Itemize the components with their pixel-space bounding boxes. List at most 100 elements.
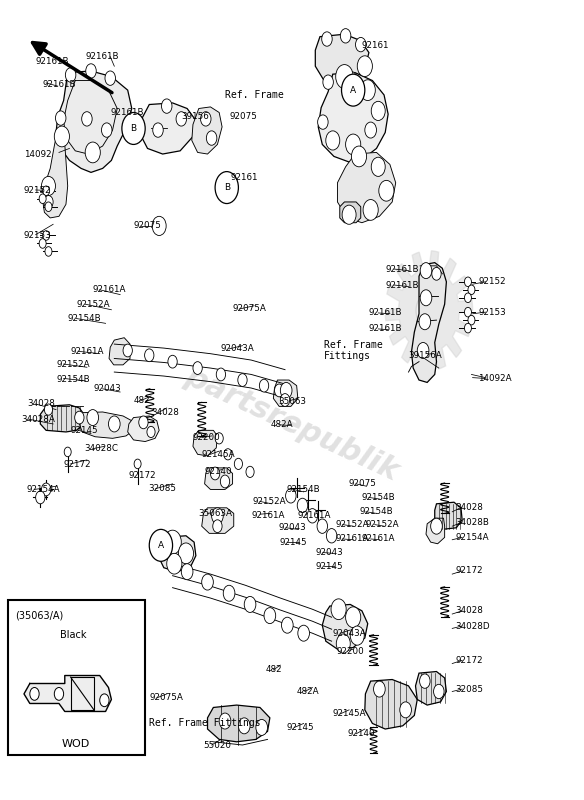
Text: 34028C: 34028C: [84, 444, 118, 454]
Text: 92172: 92172: [129, 471, 157, 480]
Circle shape: [45, 202, 52, 211]
Text: 92154B: 92154B: [286, 485, 320, 494]
Text: 92152: 92152: [24, 186, 51, 195]
Polygon shape: [192, 107, 222, 154]
Text: 92145A: 92145A: [333, 710, 366, 718]
Text: 92161A: 92161A: [335, 534, 369, 543]
Circle shape: [168, 355, 177, 368]
Circle shape: [85, 142, 100, 163]
Text: 92043: 92043: [94, 384, 121, 394]
Circle shape: [234, 458, 242, 470]
Circle shape: [43, 230, 50, 240]
Text: 34028: 34028: [151, 408, 179, 418]
Text: B: B: [130, 124, 137, 133]
Text: 482: 482: [266, 666, 283, 674]
Polygon shape: [158, 536, 196, 572]
Circle shape: [274, 384, 284, 397]
Circle shape: [259, 379, 269, 392]
Circle shape: [65, 68, 76, 82]
Circle shape: [346, 607, 361, 628]
Circle shape: [307, 509, 318, 523]
Circle shape: [420, 290, 432, 306]
Text: 92075: 92075: [349, 479, 377, 488]
Circle shape: [264, 608, 276, 624]
Polygon shape: [43, 129, 68, 218]
Circle shape: [340, 29, 351, 43]
Text: 92075: 92075: [134, 222, 161, 230]
Circle shape: [211, 508, 223, 524]
Text: 92075A: 92075A: [232, 305, 266, 314]
Text: 92140: 92140: [348, 730, 376, 738]
Circle shape: [164, 530, 181, 554]
Circle shape: [400, 702, 412, 718]
Circle shape: [365, 122, 377, 138]
Circle shape: [162, 99, 172, 114]
Circle shape: [55, 111, 66, 126]
Circle shape: [432, 267, 441, 280]
Text: A: A: [350, 86, 356, 94]
Text: Ref. Frame Fittings: Ref. Frame Fittings: [150, 718, 261, 729]
Text: 14092A: 14092A: [478, 374, 512, 383]
Text: 34028: 34028: [455, 502, 483, 511]
Circle shape: [152, 216, 166, 235]
Text: 92154A: 92154A: [455, 533, 489, 542]
Text: 92043A: 92043A: [221, 344, 255, 354]
Text: 92154B: 92154B: [362, 493, 395, 502]
Text: 92145: 92145: [315, 562, 343, 570]
Circle shape: [326, 529, 337, 543]
Circle shape: [223, 586, 235, 602]
Text: 92154B: 92154B: [56, 374, 90, 384]
Circle shape: [420, 262, 432, 278]
Text: 92075A: 92075A: [150, 694, 183, 702]
Circle shape: [298, 626, 310, 641]
Text: 92154B: 92154B: [68, 314, 101, 323]
Circle shape: [206, 131, 217, 146]
Circle shape: [86, 64, 96, 78]
Circle shape: [357, 56, 373, 77]
Circle shape: [123, 344, 133, 357]
Circle shape: [43, 186, 50, 195]
Circle shape: [220, 475, 230, 488]
Text: 39156: 39156: [181, 112, 209, 121]
Text: 39156A: 39156A: [409, 350, 442, 360]
Text: 92153: 92153: [478, 308, 506, 317]
Text: 92154A: 92154A: [27, 485, 61, 494]
Circle shape: [322, 32, 332, 46]
Text: 92140: 92140: [204, 467, 232, 476]
Text: 92161A: 92161A: [93, 286, 126, 294]
Text: B: B: [224, 183, 230, 192]
Circle shape: [176, 112, 186, 126]
Text: 92043: 92043: [279, 523, 307, 532]
Polygon shape: [365, 679, 417, 729]
Circle shape: [281, 618, 293, 633]
Circle shape: [360, 80, 376, 101]
Text: 92043A: 92043A: [333, 629, 367, 638]
Circle shape: [317, 519, 328, 534]
Polygon shape: [207, 705, 270, 742]
Text: partsrepublik: partsrepublik: [180, 362, 404, 486]
Circle shape: [464, 293, 471, 302]
Circle shape: [44, 404, 53, 415]
Circle shape: [336, 65, 353, 89]
Circle shape: [379, 180, 394, 201]
Circle shape: [417, 342, 429, 358]
Text: 92145: 92145: [279, 538, 307, 546]
Bar: [8, 600, 145, 755]
Text: 92161B: 92161B: [85, 52, 119, 61]
Circle shape: [468, 315, 475, 325]
Circle shape: [297, 498, 308, 513]
Polygon shape: [273, 380, 298, 406]
Text: 92161B: 92161B: [36, 57, 69, 66]
Text: Black: Black: [60, 630, 86, 640]
Circle shape: [419, 314, 430, 330]
Polygon shape: [204, 468, 232, 490]
Text: 35063: 35063: [278, 397, 306, 406]
Polygon shape: [340, 202, 361, 222]
Polygon shape: [24, 675, 112, 711]
Circle shape: [147, 426, 155, 438]
Circle shape: [39, 194, 46, 203]
Polygon shape: [201, 508, 234, 534]
Text: 92043: 92043: [315, 548, 343, 557]
Circle shape: [181, 564, 193, 580]
Text: 92152: 92152: [478, 278, 506, 286]
